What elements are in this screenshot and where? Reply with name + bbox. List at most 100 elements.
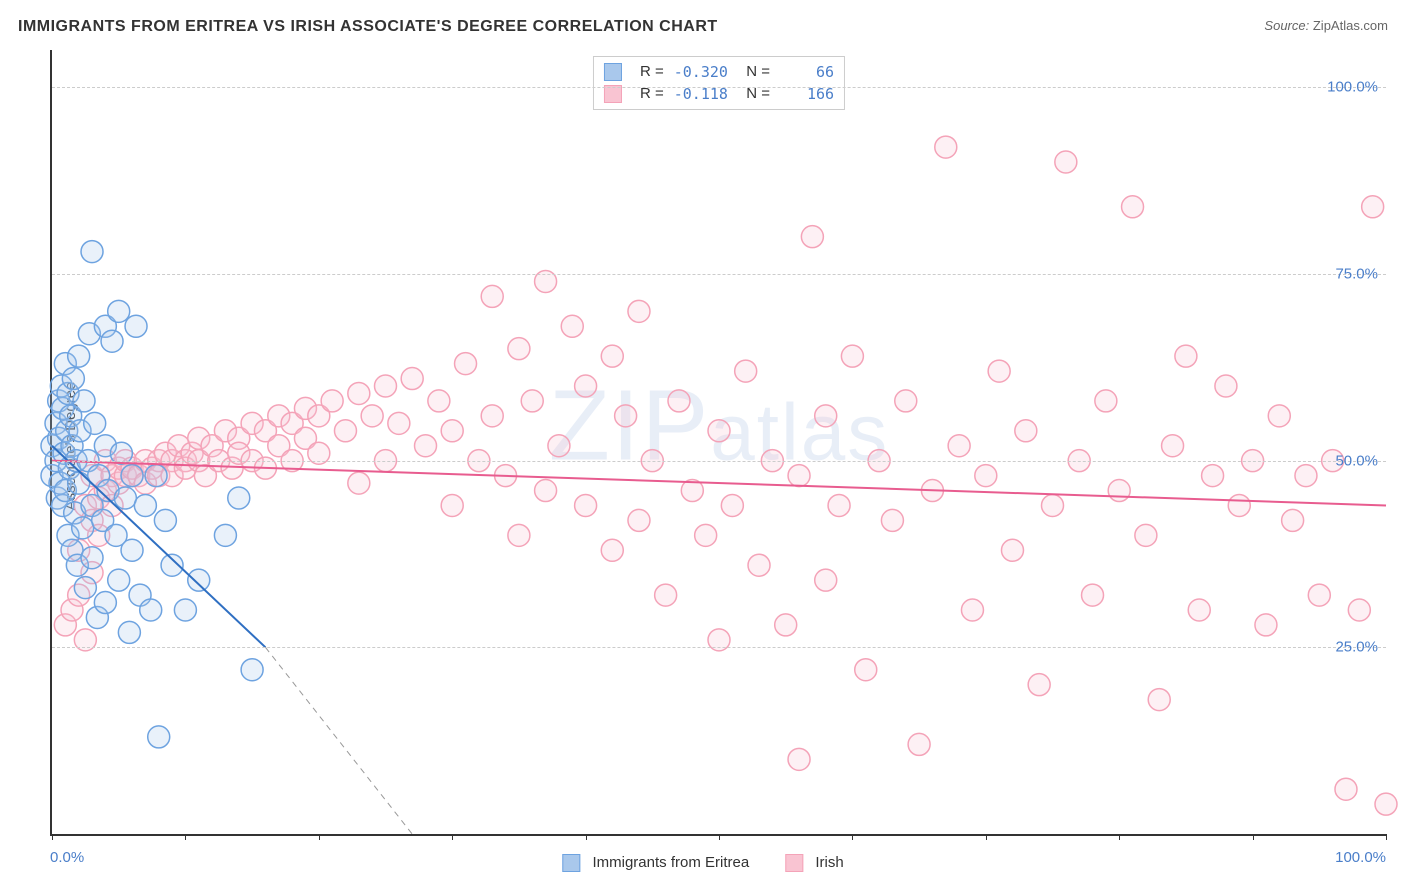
scatter-point	[601, 539, 623, 561]
scatter-point	[815, 405, 837, 427]
scatter-point	[1255, 614, 1277, 636]
scatter-point	[73, 390, 95, 412]
scatter-point	[1082, 584, 1104, 606]
scatter-point	[348, 472, 370, 494]
scatter-point	[1028, 674, 1050, 696]
scatter-point	[148, 726, 170, 748]
scatter-point	[401, 368, 423, 390]
scatter-point	[1282, 509, 1304, 531]
scatter-point	[108, 569, 130, 591]
scatter-point	[428, 390, 450, 412]
scatter-point	[81, 241, 103, 263]
scatter-point	[828, 494, 850, 516]
scatter-point	[1122, 196, 1144, 218]
scatter-point	[748, 554, 770, 576]
scatter-point	[140, 599, 162, 621]
scatter-point	[1055, 151, 1077, 173]
source-value: ZipAtlas.com	[1313, 18, 1388, 33]
y-tick-label: 50.0%	[1335, 452, 1378, 469]
x-tick	[452, 834, 453, 840]
gridline-y	[52, 647, 1386, 648]
trend-line-extrapolated	[265, 647, 412, 834]
scatter-point	[415, 435, 437, 457]
legend-swatch-0	[562, 854, 580, 872]
scatter-point	[975, 465, 997, 487]
scatter-point	[94, 592, 116, 614]
scatter-point	[521, 390, 543, 412]
scatter-point	[1215, 375, 1237, 397]
scatter-point	[455, 353, 477, 375]
scatter-point	[775, 614, 797, 636]
scatter-point	[62, 368, 84, 390]
scatter-point	[174, 599, 196, 621]
legend-item-0: Immigrants from Eritrea	[562, 854, 749, 872]
scatter-point	[1095, 390, 1117, 412]
scatter-point	[84, 412, 106, 434]
scatter-point	[118, 621, 140, 643]
scatter-point	[1135, 524, 1157, 546]
scatter-point	[895, 390, 917, 412]
scatter-point	[628, 300, 650, 322]
scatter-point	[321, 390, 343, 412]
scatter-point	[214, 524, 236, 546]
scatter-point	[74, 577, 96, 599]
scatter-point	[101, 330, 123, 352]
legend-item-1: Irish	[785, 854, 844, 872]
scatter-point	[121, 465, 143, 487]
scatter-point	[145, 465, 167, 487]
scatter-point	[575, 375, 597, 397]
scatter-point	[561, 315, 583, 337]
scatter-point	[72, 517, 94, 539]
scatter-point	[801, 226, 823, 248]
scatter-point	[481, 405, 503, 427]
scatter-point	[108, 300, 130, 322]
scatter-point	[788, 465, 810, 487]
scatter-point	[615, 405, 637, 427]
source-attribution: Source: ZipAtlas.com	[1264, 18, 1388, 33]
scatter-point	[1188, 599, 1210, 621]
scatter-point	[935, 136, 957, 158]
scatter-point	[601, 345, 623, 367]
scatter-point	[695, 524, 717, 546]
scatter-point	[1362, 196, 1384, 218]
x-tick	[719, 834, 720, 840]
scatter-point	[241, 659, 263, 681]
scatter-point	[735, 360, 757, 382]
chart-svg	[52, 50, 1386, 834]
x-tick	[185, 834, 186, 840]
scatter-point	[1001, 539, 1023, 561]
scatter-point	[655, 584, 677, 606]
x-tick	[986, 834, 987, 840]
trend-line	[52, 461, 1386, 506]
scatter-point	[988, 360, 1010, 382]
scatter-point	[375, 375, 397, 397]
scatter-point	[1335, 778, 1357, 800]
x-tick	[852, 834, 853, 840]
scatter-point	[881, 509, 903, 531]
gridline-y	[52, 87, 1386, 88]
scatter-point	[125, 315, 147, 337]
scatter-point	[228, 487, 250, 509]
scatter-point	[1268, 405, 1290, 427]
scatter-point	[481, 285, 503, 307]
gridline-y	[52, 461, 1386, 462]
scatter-point	[188, 569, 210, 591]
scatter-point	[68, 345, 90, 367]
scatter-point	[1375, 793, 1397, 815]
scatter-point	[668, 390, 690, 412]
scatter-point	[841, 345, 863, 367]
gridline-y	[52, 274, 1386, 275]
scatter-point	[961, 599, 983, 621]
scatter-point	[575, 494, 597, 516]
scatter-point	[114, 487, 136, 509]
scatter-point	[948, 435, 970, 457]
scatter-point	[1308, 584, 1330, 606]
scatter-point	[815, 569, 837, 591]
y-tick-label: 75.0%	[1335, 266, 1378, 283]
plot-area: ZIPatlas R = -0.320 N = 66 R = -0.118 N …	[50, 50, 1386, 836]
scatter-point	[361, 405, 383, 427]
legend-label-0: Immigrants from Eritrea	[592, 854, 749, 871]
legend-label-1: Irish	[815, 854, 843, 871]
scatter-point	[1042, 494, 1064, 516]
scatter-point	[535, 480, 557, 502]
